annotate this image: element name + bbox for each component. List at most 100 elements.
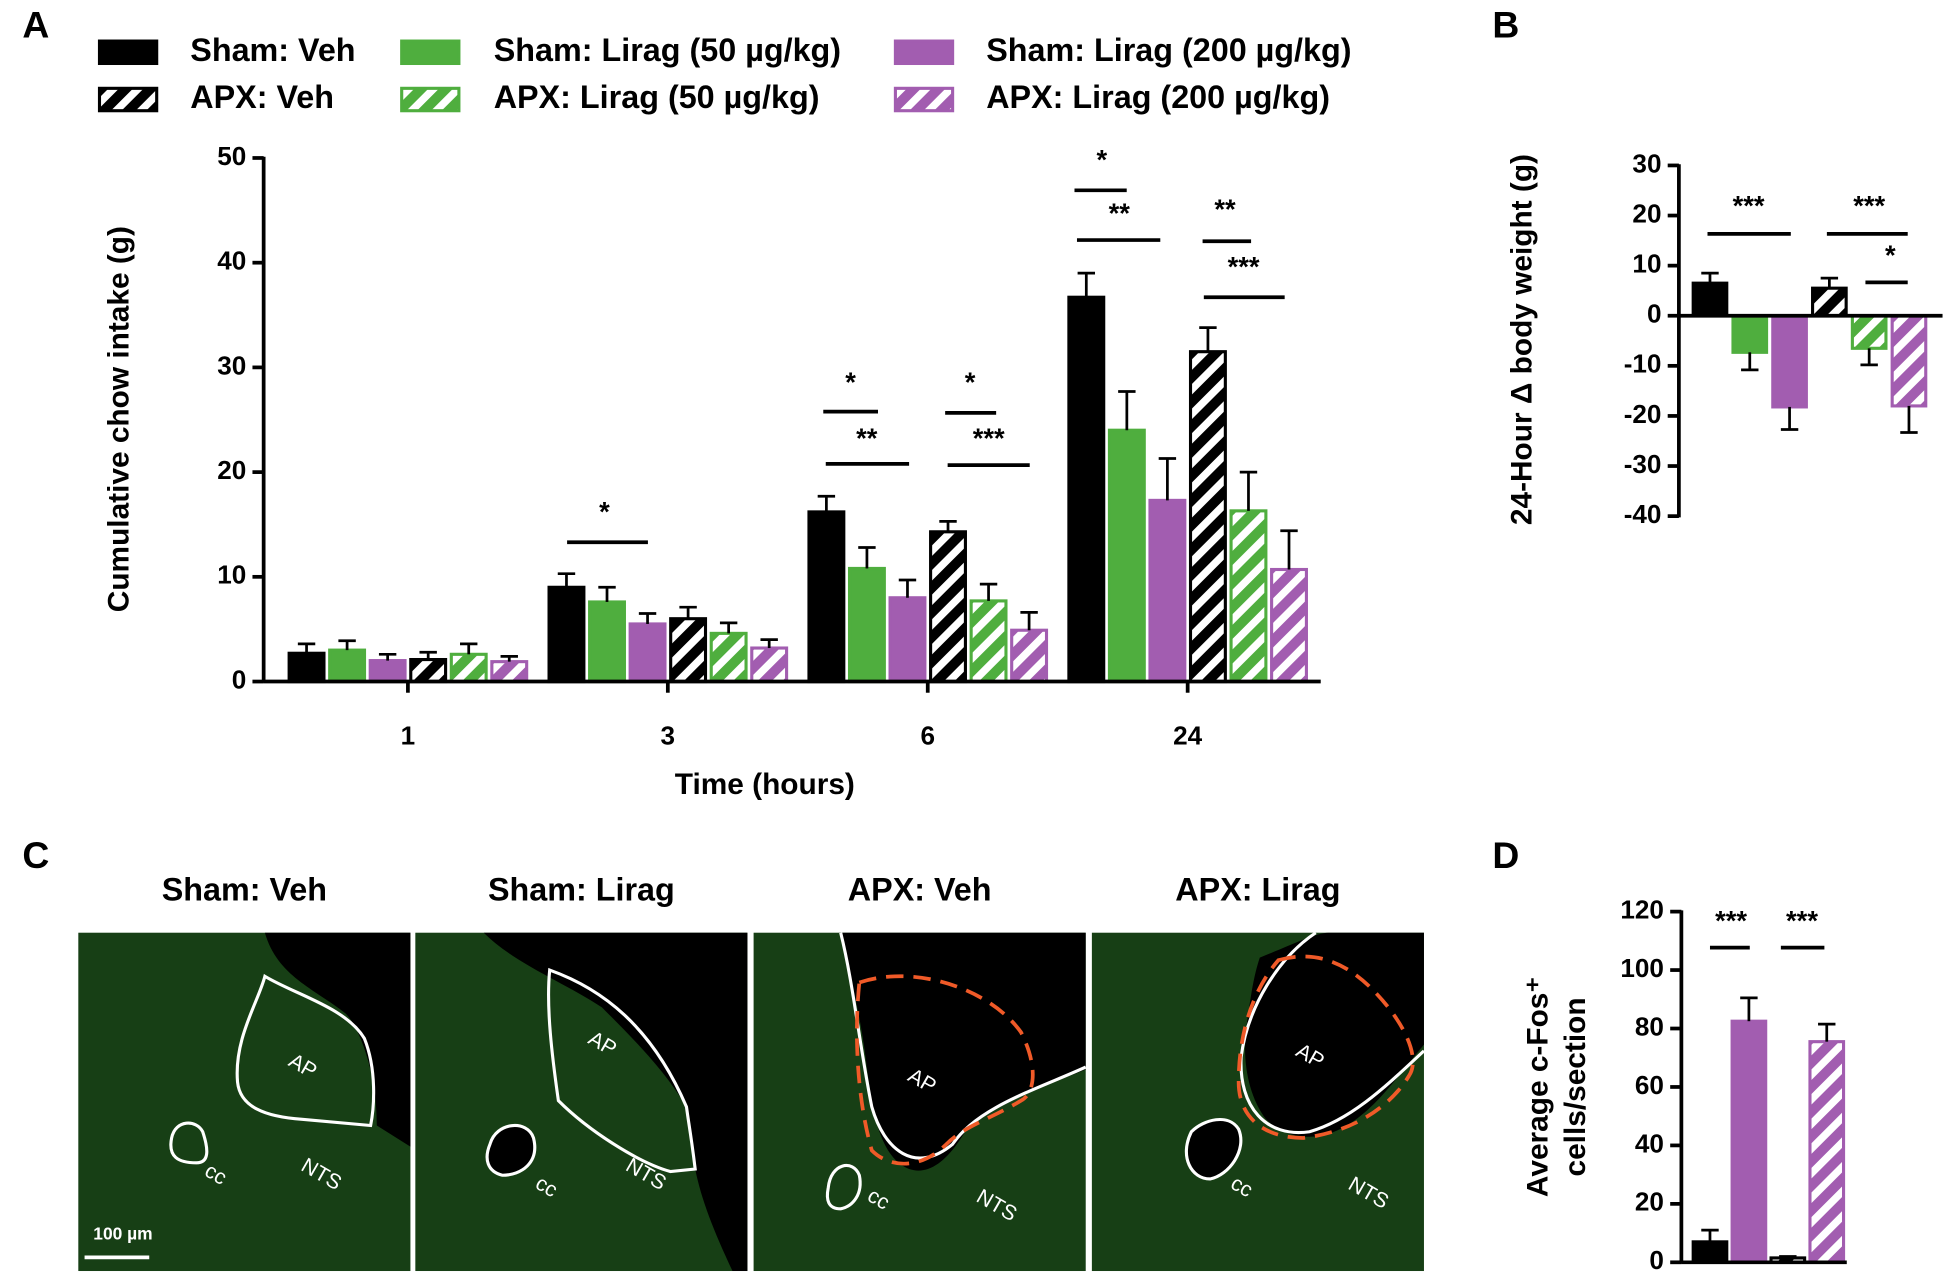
error-bar bbox=[419, 650, 437, 660]
ventricle bbox=[483, 932, 748, 1272]
y-axis-label: 24-Hour Δ body weight (g) bbox=[1505, 154, 1538, 525]
bar bbox=[628, 622, 667, 684]
ap-outline bbox=[1239, 931, 1426, 1135]
error-bar bbox=[979, 582, 998, 601]
error-bar bbox=[1020, 611, 1038, 631]
error-bar bbox=[1740, 996, 1758, 1022]
y-tick-label: 60 bbox=[1635, 1070, 1664, 1100]
error-bar bbox=[858, 546, 876, 569]
significance-label: * bbox=[965, 367, 976, 398]
bar bbox=[1010, 628, 1049, 684]
error-bar bbox=[500, 655, 518, 662]
error-bar bbox=[598, 585, 616, 602]
y-tick-label: 0 bbox=[1649, 1245, 1664, 1275]
y-tick-label: 10 bbox=[217, 560, 246, 590]
bar bbox=[328, 648, 367, 684]
panel-title: Sham: Veh bbox=[162, 871, 327, 907]
cc-outline bbox=[485, 1123, 537, 1177]
legend-swatch bbox=[97, 86, 159, 113]
error-bar bbox=[378, 652, 397, 661]
error-bar bbox=[1158, 457, 1177, 501]
panel-letter: C bbox=[22, 834, 49, 876]
y-axis-label: Average c-Fos⁺ bbox=[1521, 977, 1554, 1197]
bar bbox=[1148, 498, 1187, 684]
legend-label: Sham: Lirag (200 µg/kg) bbox=[986, 32, 1351, 68]
bar bbox=[969, 599, 1008, 684]
y-tick-label: -20 bbox=[1624, 399, 1662, 429]
significance-label: *** bbox=[973, 422, 1005, 453]
bar bbox=[1107, 428, 1146, 684]
legend-swatch bbox=[400, 39, 461, 66]
error-bar bbox=[557, 572, 576, 588]
x-tick-label: 1 bbox=[401, 720, 416, 750]
error-bar bbox=[1741, 352, 1759, 372]
panel-letter: A bbox=[22, 3, 49, 45]
error-bar bbox=[1199, 326, 1217, 352]
significance-label: *** bbox=[1853, 190, 1885, 221]
significance-label: *** bbox=[1786, 905, 1818, 936]
bar bbox=[490, 660, 529, 684]
error-bar bbox=[338, 639, 356, 651]
error-bar bbox=[638, 612, 657, 624]
y-tick-label: 50 bbox=[217, 141, 246, 171]
significance-label: ** bbox=[1214, 194, 1236, 225]
bar bbox=[1730, 1019, 1768, 1264]
ventricle bbox=[840, 932, 1086, 1171]
panel-title: APX: Lirag bbox=[1175, 871, 1340, 907]
y-tick-label: 20 bbox=[217, 455, 246, 485]
bar bbox=[1890, 314, 1928, 408]
cc-outline bbox=[169, 1121, 209, 1165]
y-tick-label: 120 bbox=[1620, 895, 1664, 925]
scale-bar-label: 100 µm bbox=[93, 1224, 152, 1244]
ap-outline bbox=[547, 967, 697, 1174]
error-bar bbox=[719, 621, 738, 634]
error-bar bbox=[1239, 470, 1258, 511]
error-bar bbox=[1118, 390, 1136, 431]
significance-label: * bbox=[599, 496, 610, 527]
error-bar bbox=[1701, 1228, 1719, 1242]
legend-label: APX: Lirag (200 µg/kg) bbox=[986, 79, 1330, 115]
error-bar bbox=[1900, 405, 1918, 434]
error-bar bbox=[1077, 271, 1096, 298]
lesion-outline bbox=[1236, 954, 1415, 1140]
bar bbox=[847, 566, 886, 684]
ap-outline bbox=[235, 973, 376, 1128]
error-bar bbox=[1780, 406, 1799, 431]
y-tick-label: 80 bbox=[1635, 1011, 1664, 1041]
panel-letter: D bbox=[1492, 834, 1519, 876]
error-bar bbox=[760, 638, 778, 649]
y-tick-label: 20 bbox=[1632, 198, 1661, 228]
error-bar bbox=[460, 642, 478, 655]
bar bbox=[1850, 314, 1888, 350]
bar bbox=[588, 600, 626, 684]
bar bbox=[1270, 567, 1308, 684]
bar bbox=[929, 530, 967, 684]
y-tick-label: 30 bbox=[217, 350, 246, 380]
bar bbox=[547, 585, 586, 684]
y-axis-label: Cumulative chow intake (g) bbox=[103, 226, 136, 612]
bar bbox=[669, 617, 708, 684]
x-axis-label: Time (hours) bbox=[675, 768, 855, 801]
bar bbox=[368, 659, 407, 684]
error-bar bbox=[1701, 271, 1719, 284]
error-bar bbox=[817, 494, 836, 512]
bar bbox=[807, 510, 846, 684]
bar bbox=[1811, 286, 1848, 318]
legend-label: APX: Lirag (50 µg/kg) bbox=[494, 79, 820, 115]
significance-label: * bbox=[1885, 240, 1896, 271]
y-tick-label: 100 bbox=[1620, 953, 1664, 983]
bar bbox=[1771, 314, 1808, 409]
y-axis-label: cells/section bbox=[1559, 997, 1592, 1176]
error-bar bbox=[679, 605, 697, 619]
y-tick-label: 30 bbox=[1632, 148, 1661, 178]
cc-outline bbox=[825, 1164, 862, 1211]
bar bbox=[1188, 350, 1227, 684]
cc-outline bbox=[1184, 1118, 1243, 1181]
significance-label: *** bbox=[1228, 251, 1260, 282]
y-tick-label: -40 bbox=[1624, 499, 1662, 529]
error-bar bbox=[1779, 1255, 1797, 1258]
y-tick-label: 0 bbox=[232, 664, 247, 694]
significance-label: * bbox=[845, 367, 856, 398]
legend-swatch bbox=[400, 86, 461, 113]
